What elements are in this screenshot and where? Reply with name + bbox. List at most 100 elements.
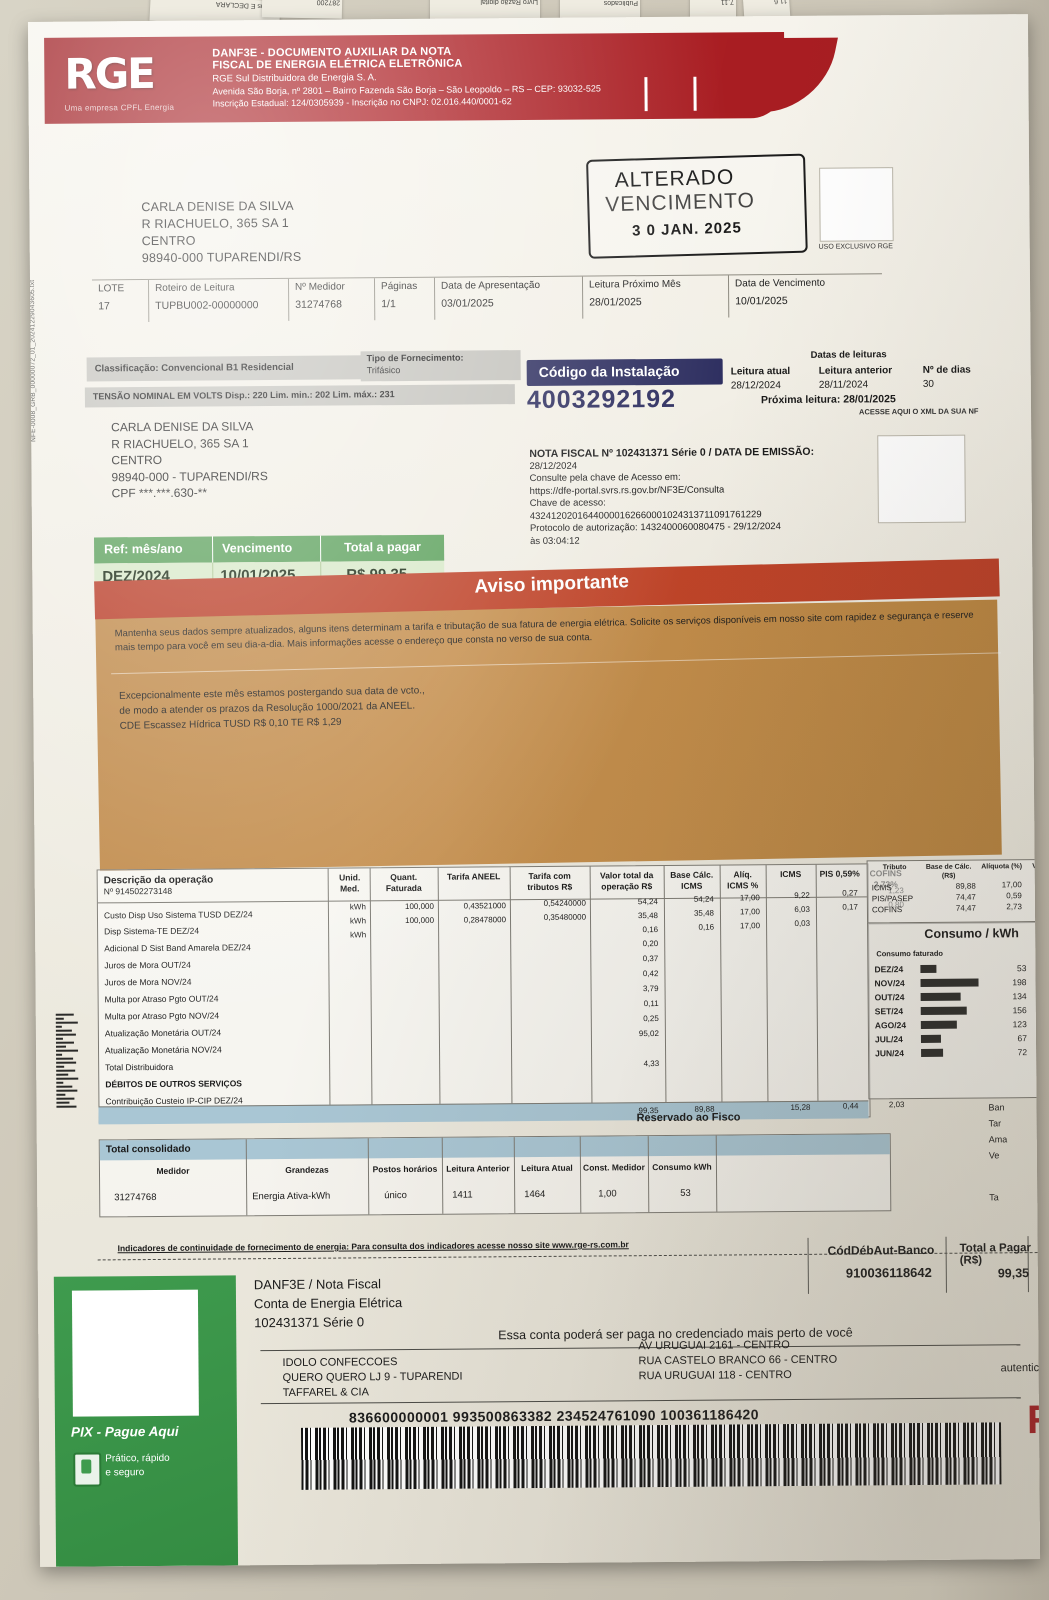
roteiro-cell: Roteiro de Leitura TUPBU002-00000000 — [147, 278, 296, 323]
consolidated-col-atual: Leitura Atual — [521, 1162, 573, 1174]
pix-subtitle: Prático, rápido e seguro — [105, 1452, 170, 1481]
agent-name: TAFFAREL & CIA — [282, 1386, 369, 1399]
chart-bar-row: AGO/24 123 31 — [875, 1018, 1040, 1033]
bill-document: NFE-0008_GRB_00000072_01_20241229043605.… — [27, 14, 1041, 1567]
consolidated-col-medidor: Medidor — [156, 1165, 190, 1176]
chart-bar-label: JUN/24 — [875, 1048, 904, 1059]
rge-footer-mark: R — [1026, 1397, 1041, 1443]
summary-divider — [319, 535, 322, 562]
nf-protocolo: Protocolo de autorização: 14324000600804… — [529, 521, 781, 535]
consolidated-medidor-value: 31274768 — [114, 1191, 157, 1204]
proxima-leitura-label: Leitura Próximo Mês — [588, 278, 681, 291]
doc-title-line2: FISCAL DE ENERGIA ELÉTRICA ELETRÔNICA — [212, 57, 463, 72]
vencimento-cell: Data de Vencimento 10/01/2025 — [727, 274, 886, 318]
row-valor: 0,20 — [642, 939, 659, 949]
consolidated-col-consumo: Consumo kWh — [652, 1161, 712, 1173]
customer2-name: CARLA DENISE DA SILVA — [111, 419, 254, 435]
customer2-cpf: CPF ***.***.630-** — [111, 485, 208, 501]
chart-bar-label: SET/24 — [874, 1006, 904, 1017]
scrap-text: 11.6 — [773, 0, 788, 5]
col-divider — [765, 865, 769, 1118]
qr-caption-wrap: USO EXCLUSIVO RGE — [792, 243, 920, 251]
row-valor: 0,37 — [642, 954, 659, 964]
chart-bar-row: OUT/24 134 32 — [875, 990, 1040, 1005]
stamp-date: 3 0 JAN. 2025 — [631, 219, 743, 240]
qr-usage-caption: USO EXCLUSIVO RGE — [818, 243, 893, 251]
tax-summary-table: Tributo Base de Cálc. (R$) Alíquota (%) … — [866, 858, 1041, 925]
chart-bar-row: JUL/24 67 29 — [875, 1032, 1040, 1047]
chart-bar-value: 123 — [1012, 1019, 1027, 1030]
lote-label: LOTE — [98, 283, 125, 295]
logo-tagline: Uma empresa CPFL Energia — [64, 102, 175, 113]
authentication-label: autenticaçã — [1000, 1361, 1041, 1375]
row-tarifa-trib: 0,35480000 — [543, 912, 587, 922]
readings-group-text: Datas de leituras — [810, 349, 887, 361]
stamp-line2: VENCIMENTO — [605, 189, 756, 217]
chart-bar-label: NOV/24 — [874, 978, 905, 989]
col-divider — [369, 868, 373, 1121]
paginas-label: Páginas — [380, 280, 418, 293]
chart-bar-row: JUN/24 72 31 — [875, 1046, 1040, 1061]
tax-col-aliquota: Alíquota (%) — [981, 863, 1023, 871]
consolidated-anterior-value: 1411 — [452, 1189, 473, 1201]
consolidated-grandezas-value: Energia Ativa-kWh — [252, 1190, 331, 1203]
paginas-cell: Páginas 1/1 — [373, 277, 442, 321]
chart-bar-value: 134 — [1012, 991, 1027, 1002]
chart-bar-value: 53 — [1016, 963, 1027, 974]
agents-left-list: IDOLO CONFECCOES QUERO QUERO LJ 9 - TUPA… — [282, 1355, 462, 1401]
stub-divider — [945, 1236, 947, 1293]
background-scrap: 287200 — [261, 0, 343, 19]
microprint-line: NFE-0008_GRB_00000072_01_20241229043605.… — [28, 279, 38, 442]
chart-bar — [920, 1020, 957, 1029]
consolidated-header-bar — [99, 1134, 890, 1161]
row-pis: 0,27 — [842, 888, 858, 898]
summary-divider — [211, 536, 214, 563]
footer-total-value: 99,35 — [997, 1266, 1030, 1281]
debit-code-value: 910036118642 — [845, 1264, 932, 1281]
row-valor: 54,24 — [637, 897, 658, 907]
voltage-text: TENSÃO NOMINAL EM VOLTS Disp.: 220 Lim. … — [92, 389, 395, 402]
col-divider — [327, 868, 331, 1121]
row-unid: kWh — [350, 930, 367, 940]
tax-row-base: 74,47 — [955, 903, 976, 913]
row-tarifa: 0,28478000 — [463, 915, 507, 925]
row-desc: Multa por Atraso Pgto NOV/24 — [104, 1010, 220, 1022]
chart-bar-label: AGO/24 — [874, 1020, 907, 1031]
pix-sub-line2: e seguro — [105, 1467, 145, 1479]
right-panel-line1: Ban — [988, 1102, 1005, 1113]
consolidated-atual-value: 1464 — [524, 1188, 546, 1201]
agent-address: AV URUGUAI 2161 - CENTRO — [638, 1339, 790, 1353]
chart-bar-value: 72 — [1017, 1047, 1028, 1058]
row-tarifa: 0,43521000 — [463, 901, 506, 911]
leitura-anterior-label: Leitura anterior — [818, 365, 893, 377]
row-desc: Atualização Monetária NOV/24 — [104, 1044, 222, 1056]
customer2-city: 98940-000 - TUPARENDI/RS — [111, 468, 268, 484]
supply-type-value: Trifásico — [366, 365, 401, 376]
ref-label: Ref: mês/ano — [104, 541, 183, 557]
customer2-district: CENTRO — [111, 452, 163, 468]
pix-sub-line1: Prático, rápido — [105, 1452, 170, 1465]
tax-row-name: PIS/PASEP — [871, 894, 914, 904]
tax-row-aliquota: 0,59 — [1006, 891, 1022, 901]
row-base: 35,48 — [693, 908, 715, 918]
col-header-base: Base Cálc. ICMS — [670, 869, 714, 891]
company-registration: Inscrição Estadual: 124/0305939 - Inscri… — [212, 96, 512, 109]
row-valor: 3,79 — [642, 984, 659, 994]
tax-col-base: Base de Cálc. (R$) — [925, 863, 972, 880]
chart-bar — [920, 1006, 967, 1015]
roteiro-value: TUPBU002-00000000 — [155, 299, 259, 312]
consolidated-const-value: 1,00 — [598, 1188, 617, 1200]
vencimento-value: 10/01/2025 — [735, 294, 788, 308]
chart-bar — [920, 964, 937, 973]
row-desc: Total Distribuidora — [105, 1061, 174, 1073]
col-divider — [719, 865, 723, 1118]
proxima-leitura-value: 28/01/2025 — [589, 296, 642, 309]
paginas-value: 1/1 — [381, 298, 396, 311]
header-decorative-mark — [644, 76, 697, 112]
col-header-quant: Quant. Faturada — [385, 871, 422, 893]
row-desc: Juros de Mora OUT/24 — [104, 959, 191, 971]
pix-qr-code[interactable] — [71, 1289, 199, 1417]
nf-hora: às 03:04:12 — [529, 535, 580, 547]
chart-bar-value: 198 — [1012, 977, 1027, 988]
row-pis: 0,17 — [842, 902, 858, 912]
